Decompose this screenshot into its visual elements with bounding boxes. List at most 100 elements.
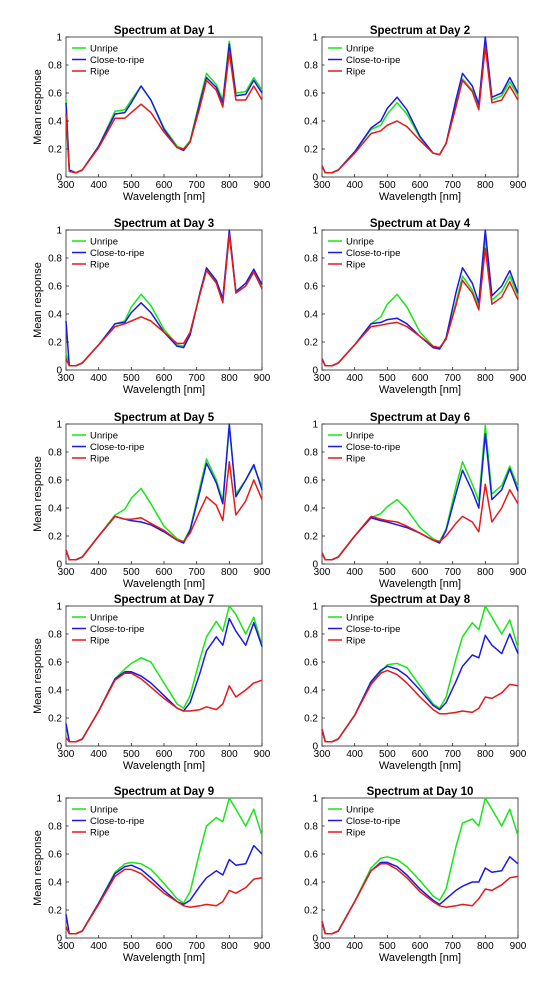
x-axis-label: Wavelength [nm] [379, 952, 461, 964]
subplot-day-4: 300 400 500 600 700 800 900 0 0.2 0.4 0.6 0.8 1 Spect… [304, 218, 527, 396]
y-tick-label: 0 [312, 934, 318, 945]
x-tick-label: 400 [90, 941, 107, 952]
chart-title: Spectrum at Day 8 [370, 594, 471, 606]
y-tick-label: 0 [56, 934, 62, 945]
legend-label: Unripe [346, 613, 374, 624]
x-tick-label: 800 [477, 567, 494, 578]
y-tick-label: 0.4 [48, 117, 62, 128]
x-tick-label: 300 [314, 749, 331, 760]
legend-label: Close-to-ripe [90, 816, 144, 827]
subplot-day-3: 300 400 500 600 700 800 900 0 0.2 0.4 0.6 0.8 1 Spect… [32, 218, 271, 396]
y-tick-label: 1 [56, 420, 62, 431]
y-tick-label: 0 [312, 366, 318, 377]
y-tick-label: 0 [312, 173, 318, 184]
y-tick-label: 0.8 [304, 630, 318, 641]
x-tick-label: 400 [90, 180, 107, 191]
y-tick-label: 0 [56, 173, 62, 184]
x-tick-label: 600 [156, 567, 173, 578]
y-tick-label: 1 [56, 226, 62, 237]
y-axis-label: Mean response [32, 262, 44, 338]
x-tick-label: 900 [254, 567, 271, 578]
legend-label: Close-to-ripe [90, 248, 144, 259]
legend-label: Ripe [90, 260, 110, 271]
chart-title: Spectrum at Day 2 [370, 25, 470, 37]
y-tick-label: 0.2 [48, 906, 62, 917]
y-tick-label: 0.6 [48, 658, 62, 669]
legend-label: Ripe [346, 636, 366, 647]
chart-title: Spectrum at Day 4 [370, 218, 471, 230]
x-tick-label: 600 [156, 749, 173, 760]
x-axis-label: Wavelength [nm] [123, 952, 205, 964]
x-tick-label: 800 [221, 180, 238, 191]
y-tick-label: 0.2 [304, 714, 318, 725]
subplot-day-1: 300 400 500 600 700 800 900 0 0.2 0.4 0.6 0.8 1 Spect… [32, 25, 271, 203]
chart-title: Spectrum at Day 10 [367, 786, 474, 798]
y-tick-label: 1 [312, 33, 318, 44]
y-tick-label: 0.6 [304, 476, 318, 487]
y-tick-label: 0.4 [304, 310, 318, 321]
y-axis-label: Mean response [32, 456, 44, 532]
legend-label: Close-to-ripe [90, 55, 144, 66]
x-tick-label: 500 [123, 373, 140, 384]
x-axis-label: Wavelength [nm] [379, 578, 461, 590]
y-tick-label: 0.8 [48, 448, 62, 459]
x-tick-label: 700 [188, 941, 205, 952]
legend-label: Ripe [90, 67, 110, 78]
series-line-ripe [65, 51, 263, 174]
x-axis-label: Wavelength [nm] [123, 760, 205, 772]
x-tick-label: 700 [188, 749, 205, 760]
legend-label: Unripe [346, 237, 374, 248]
y-tick-label: 0.8 [304, 61, 318, 72]
series-line-ripe [321, 483, 519, 561]
x-tick-label: 300 [314, 373, 331, 384]
y-tick-label: 0.8 [48, 254, 62, 265]
y-tick-label: 1 [312, 602, 318, 613]
x-tick-label: 900 [510, 749, 527, 760]
x-tick-label: 600 [412, 749, 429, 760]
y-tick-label: 0.4 [304, 117, 318, 128]
y-tick-label: 0.8 [48, 630, 62, 641]
x-tick-label: 300 [314, 941, 331, 952]
y-tick-label: 0 [312, 742, 318, 753]
y-tick-label: 0.6 [48, 89, 62, 100]
x-tick-label: 700 [444, 373, 461, 384]
series-line-ripe [321, 46, 519, 174]
legend-label: Unripe [90, 237, 118, 248]
x-tick-label: 900 [510, 180, 527, 191]
x-axis-label: Wavelength [nm] [123, 384, 205, 396]
y-tick-label: 0.6 [48, 282, 62, 293]
x-tick-label: 700 [444, 941, 461, 952]
x-tick-label: 500 [123, 749, 140, 760]
x-tick-label: 400 [346, 941, 363, 952]
y-tick-label: 0.2 [304, 906, 318, 917]
x-tick-label: 800 [477, 941, 494, 952]
y-tick-label: 0.2 [304, 338, 318, 349]
y-tick-label: 0 [56, 742, 62, 753]
x-tick-label: 900 [254, 749, 271, 760]
x-tick-label: 900 [510, 941, 527, 952]
chart-title: Spectrum at Day 5 [114, 412, 215, 424]
legend-label: Unripe [346, 431, 374, 442]
y-tick-label: 0.6 [304, 850, 318, 861]
x-tick-label: 600 [412, 180, 429, 191]
y-tick-label: 0.4 [48, 686, 62, 697]
chart-title: Spectrum at Day 9 [114, 786, 214, 798]
series-line-ripe [321, 669, 519, 743]
x-tick-label: 400 [346, 373, 363, 384]
x-tick-label: 300 [58, 941, 75, 952]
chart-title: Spectrum at Day 6 [370, 412, 470, 424]
legend-label: Ripe [90, 636, 110, 647]
y-tick-label: 0.4 [304, 686, 318, 697]
x-tick-label: 800 [221, 373, 238, 384]
x-tick-label: 900 [254, 941, 271, 952]
x-tick-label: 700 [444, 180, 461, 191]
x-tick-label: 400 [90, 749, 107, 760]
y-tick-label: 0.4 [304, 504, 318, 515]
y-tick-label: 0.2 [48, 714, 62, 725]
x-tick-label: 400 [346, 567, 363, 578]
